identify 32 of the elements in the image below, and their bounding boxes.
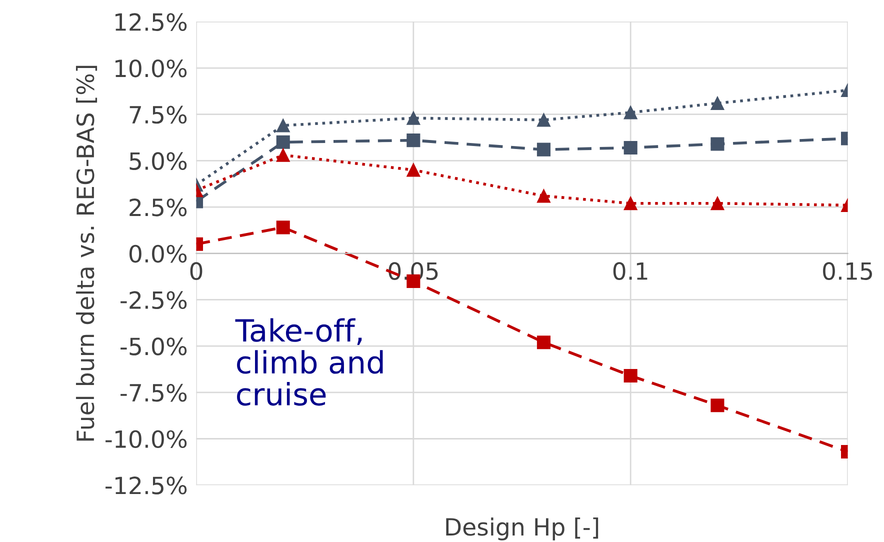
y-tick-label: 10.0% [116,59,187,78]
point [710,196,724,210]
annotation: Take-off, climb and cruise [235,318,383,406]
y-tick-label: 2.5% [130,198,187,216]
point [710,398,724,412]
x-tick-label: 0.1 [613,262,648,280]
y-tick-label: 0.0% [129,244,187,263]
y-tick-label: -12.5% [106,476,187,494]
point [536,113,550,127]
x-tick-label: 0 [190,262,202,280]
y-tick-label: 7.5% [130,106,187,124]
y-tick-label: -2.5% [120,291,187,310]
point [710,137,724,151]
y-tick-label: 12.5% [116,13,187,31]
point [406,134,420,148]
point [624,140,638,154]
point [536,189,550,203]
point [536,142,550,156]
x-tick-label: 0.15 [823,262,872,280]
y-tick-label: -7.5% [120,384,187,402]
y-tick-label: -10.0% [106,430,187,448]
point [536,336,550,350]
y-axis-title: Fuel burn delta vs. REG-BAS [%] [76,66,98,441]
point [406,111,420,125]
point [624,106,638,120]
y-tick-label: 5.0% [130,152,187,170]
x-axis-title: Design Hp [-] [446,518,598,540]
point [710,96,724,110]
point [624,196,638,210]
y-tick-label: -5.0% [120,338,187,356]
point [624,368,638,382]
point [406,163,420,177]
